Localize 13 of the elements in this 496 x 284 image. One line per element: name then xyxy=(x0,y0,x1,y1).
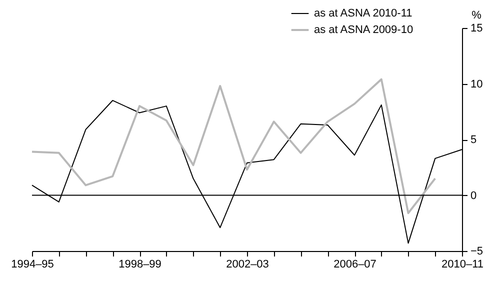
legend-label: as at ASNA 2009-10 xyxy=(314,24,414,36)
y-tick-label: 15 xyxy=(470,22,483,34)
y-axis-title: % xyxy=(472,10,482,22)
x-tick-label: 2002–03 xyxy=(226,258,269,270)
y-tick-label: 5 xyxy=(470,134,477,146)
x-tick-label: 1994–95 xyxy=(11,258,54,270)
x-tick-label: 1998–99 xyxy=(118,258,162,270)
legend-label: as at ASNA 2010-11 xyxy=(314,8,412,20)
x-tick-label: 2010–11 xyxy=(441,258,484,270)
y-tick-label: −5 xyxy=(470,246,484,258)
y-tick-label: 0 xyxy=(470,190,477,202)
y-tick-label: 10 xyxy=(470,78,483,90)
x-tick-label: 2006–07 xyxy=(334,258,376,270)
